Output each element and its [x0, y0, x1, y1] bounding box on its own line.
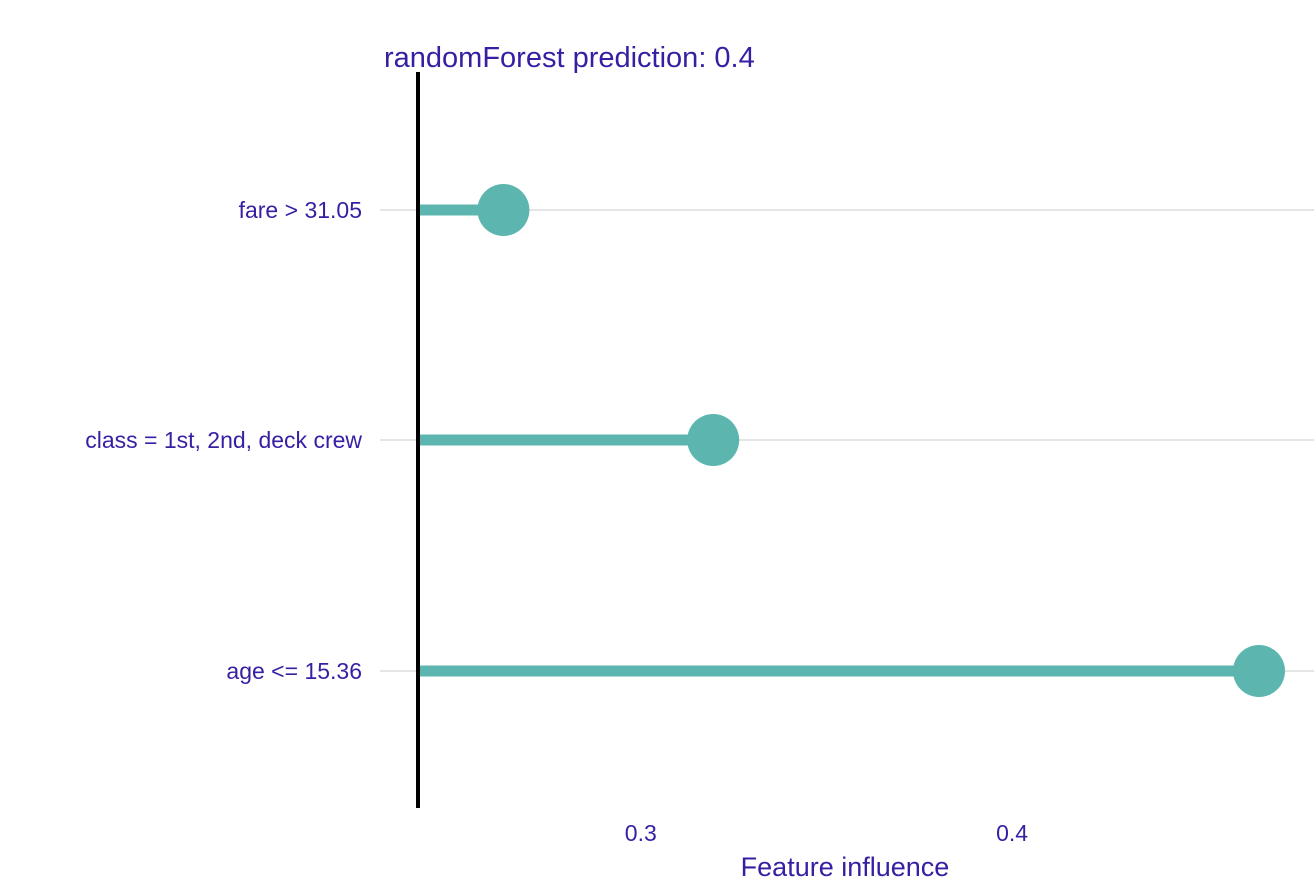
y-axis-label: class = 1st, 2nd, deck crew: [85, 427, 362, 453]
data-point: [477, 184, 530, 236]
y-axis-label: fare > 31.05: [239, 197, 362, 223]
chart-title: randomForest prediction: 0.4: [384, 42, 755, 74]
data-point: [687, 414, 740, 466]
x-axis-tick-label: 0.3: [625, 820, 657, 846]
y-axis-labels: fare > 31.05 class = 1st, 2nd, deck crew a…: [85, 197, 362, 684]
x-axis-tick-labels: 0.3 0.4: [625, 820, 1028, 846]
data-point: [1233, 645, 1286, 697]
y-axis-label: age <= 15.36: [226, 658, 362, 684]
points: [477, 184, 1286, 697]
x-axis-tick-label: 0.4: [996, 820, 1028, 846]
x-axis-title: Feature influence: [741, 852, 950, 882]
